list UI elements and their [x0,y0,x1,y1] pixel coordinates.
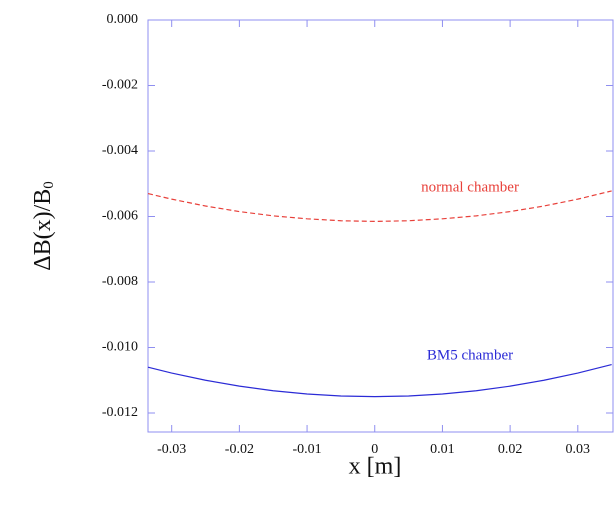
series-label: BM5 chamber [427,347,513,363]
y-tick-label: -0.012 [102,405,138,420]
line-series [147,190,612,223]
y-tick-label: -0.002 [102,78,138,93]
x-tick-label: 0.01 [430,442,455,457]
y-tick-label: -0.010 [102,340,138,355]
y-tick-label: -0.008 [102,274,138,289]
x-tick-label: 0.03 [566,442,591,457]
y-tick-label: -0.004 [102,143,138,158]
y-axis-label-main: ΔB(x)/B [30,189,56,271]
x-tick-label: 0.02 [498,442,523,457]
y-axis-label-subscript: 0 [41,181,57,189]
x-tick-label: 0 [371,442,378,457]
y-axis-label: ΔB(x)/B0 [30,181,58,271]
y-tick-label: 0.000 [107,12,139,27]
x-tick-label: -0.02 [225,442,254,457]
series-label: normal chamber [421,179,519,195]
x-tick-label: -0.01 [292,442,321,457]
x-axis-label: x [m] [349,454,402,480]
line-series [147,363,612,398]
plot-frame [147,19,614,433]
y-tick-label: -0.006 [102,209,138,224]
x-tick-label: -0.03 [157,442,186,457]
